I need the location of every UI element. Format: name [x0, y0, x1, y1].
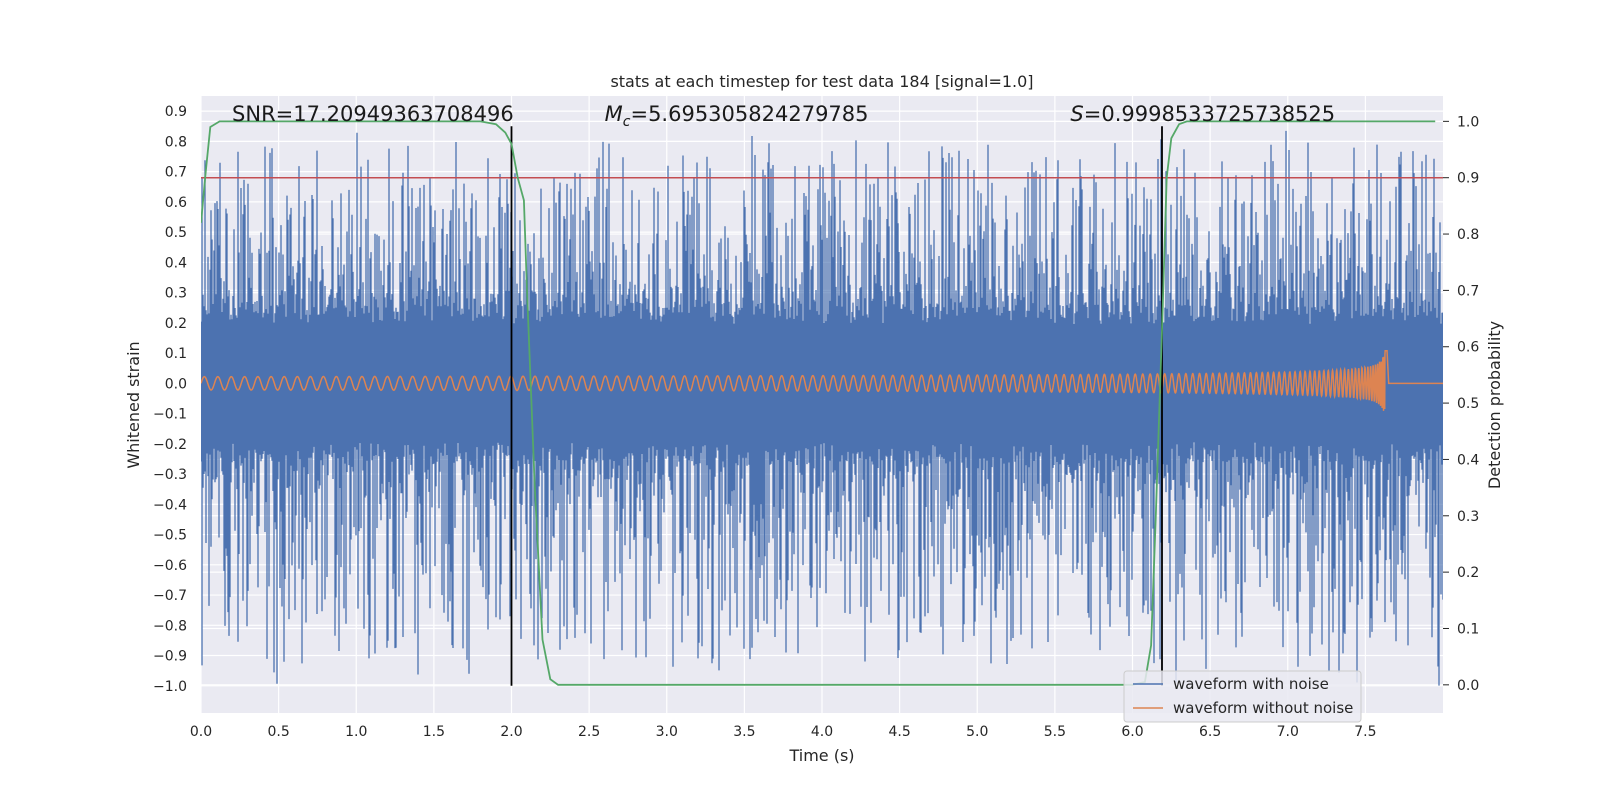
annotation-subscript: c [623, 114, 631, 130]
x-tick-label: 7.5 [1354, 724, 1376, 740]
chart-title: stats at each timestep for test data 184… [610, 72, 1033, 91]
y2-tick-label: 0.4 [1457, 452, 1479, 468]
y2-tick-label: 0.3 [1457, 509, 1479, 525]
y-axis-label: Whitened strain [124, 341, 143, 468]
x-tick-label: 3.5 [733, 724, 755, 740]
y-tick-label: 0.9 [165, 104, 187, 120]
y2-tick-label: 0.1 [1457, 621, 1479, 637]
y2-tick-label: 0.7 [1457, 283, 1479, 299]
x-axis-label: Time (s) [788, 746, 854, 765]
x-tick-label: 4.5 [888, 724, 910, 740]
annotation-value: =5.695305824279785 [630, 102, 868, 126]
x-tick-label: 1.0 [345, 724, 367, 740]
legend-label-noise: waveform with noise [1173, 675, 1329, 693]
y2-tick-label: 0.2 [1457, 565, 1479, 581]
x-tick-label: 7.0 [1277, 724, 1299, 740]
y-tick-label: −1.0 [153, 679, 187, 695]
x-tick-label: 6.0 [1121, 724, 1143, 740]
y-tick-label: 0.0 [165, 376, 187, 392]
annotation-value: =0.9998533725738525 [1084, 102, 1335, 126]
y2-tick-label: 0.8 [1457, 227, 1479, 243]
y-tick-label: −0.6 [153, 558, 187, 574]
series-clean-waveform [201, 349, 1443, 411]
series-group [201, 130, 1443, 686]
y-tick-label: −0.2 [153, 437, 187, 453]
legend-label-clean: waveform without noise [1173, 699, 1353, 717]
y-tick-label: 0.3 [165, 286, 187, 302]
y-tick-label: 0.8 [165, 134, 187, 150]
overlay-group: SNR=17.20949363708496 Mc=5.69530582427978… [200, 102, 1443, 686]
y-tick-label: 0.4 [165, 255, 187, 271]
annotation-0: SNR=17.20949363708496 [232, 102, 514, 126]
y-tick-label: 0.1 [165, 346, 187, 362]
y2-tick-label: 0.0 [1457, 678, 1479, 694]
y-tick-label: 0.6 [165, 195, 187, 211]
x-tick-label: 6.5 [1199, 724, 1221, 740]
x-tick-label: 5.0 [966, 724, 988, 740]
annotation-2: S=0.9998533725738525 [1070, 102, 1335, 126]
y-tick-label: 0.2 [165, 316, 187, 332]
legend-box [1123, 670, 1362, 723]
annotation-1: Mc=5.695305824279785 [605, 102, 869, 130]
x-tick-label: 3.0 [656, 724, 678, 740]
x-tick-label: 4.0 [811, 724, 833, 740]
y-tick-label: −0.9 [153, 649, 187, 665]
x-tick-label: 2.0 [500, 724, 522, 740]
y2-tick-label: 0.9 [1457, 171, 1479, 187]
annotation-symbol: S [1070, 102, 1083, 126]
x-tick-label: 0.0 [190, 724, 212, 740]
y-tick-label: −0.3 [153, 467, 187, 483]
y-tick-label: −0.1 [153, 407, 187, 423]
x-tick-label: 1.5 [423, 724, 445, 740]
y-tick-label: −0.4 [153, 497, 187, 513]
axes: 0.0 0.5 1.0 1.5 2.0 2.5 3.0 3.5 4.0 4.5 5.0 5.5 6.0 6… [153, 104, 1479, 740]
y-tick-label: −0.7 [153, 588, 187, 604]
legend: waveform with noise waveform without noi… [1123, 670, 1362, 723]
y-tick-label: −0.5 [153, 528, 187, 544]
y2-tick-label: 1.0 [1457, 114, 1479, 130]
y2-axis-label: Detection probability [1485, 321, 1504, 489]
y2-tick-label: 0.5 [1457, 396, 1479, 412]
y-tick-label: 0.7 [165, 165, 187, 181]
x-tick-label: 2.5 [578, 724, 600, 740]
y2-tick-label: 0.6 [1457, 340, 1479, 356]
x-tick-label: 5.5 [1044, 724, 1066, 740]
annotation-symbol: M [605, 102, 623, 126]
y-tick-label: 0.5 [165, 225, 187, 241]
y-tick-label: −0.8 [153, 618, 187, 634]
x-tick-label: 0.5 [267, 724, 289, 740]
